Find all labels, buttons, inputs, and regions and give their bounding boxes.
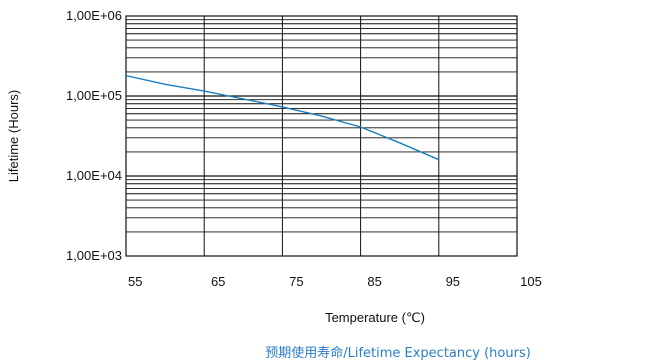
x-tick-label: 75 bbox=[289, 274, 303, 289]
x-tick-label: 55 bbox=[128, 274, 142, 289]
x-tick-label: 65 bbox=[211, 274, 225, 289]
x-tick-label: 105 bbox=[520, 274, 542, 289]
y-tick-labels: 1,00E+03 1,00E+04 1,00E+05 1,00E+06 bbox=[66, 8, 122, 263]
series-line bbox=[125, 74, 440, 161]
y-axis-label: Lifetime (Hours) bbox=[6, 90, 21, 182]
y-tick-label: 1,00E+04 bbox=[66, 168, 122, 183]
plot-grid bbox=[126, 16, 517, 256]
x-tick-label: 85 bbox=[367, 274, 381, 289]
chart-caption: 预期使用寿命/Lifetime Expectancy (hours) bbox=[265, 345, 531, 361]
x-axis-label: Temperature (℃) bbox=[325, 310, 425, 325]
x-tick-labels: 55 65 75 85 95 105 bbox=[128, 274, 542, 289]
y-tick-label: 1,00E+03 bbox=[66, 248, 122, 263]
y-tick-label: 1,00E+06 bbox=[66, 8, 122, 23]
x-tick-label: 95 bbox=[446, 274, 460, 289]
series-layer bbox=[125, 74, 440, 161]
plot-frame bbox=[125, 15, 518, 257]
y-tick-label: 1,00E+05 bbox=[66, 88, 122, 103]
